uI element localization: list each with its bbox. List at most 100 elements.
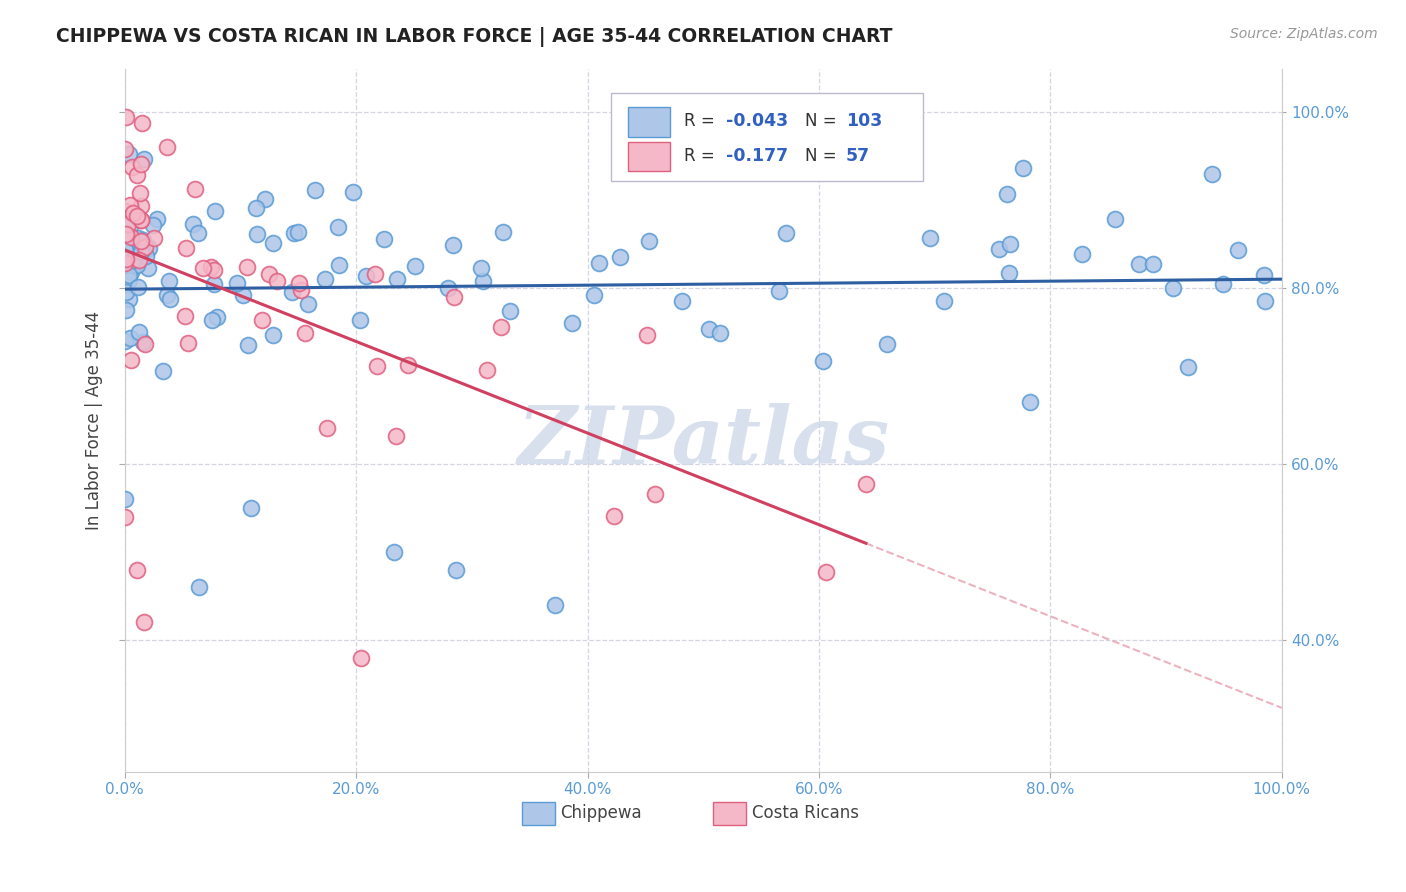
Text: R =: R = [683,147,720,165]
Point [125,259,148,273]
Point [281,285,304,299]
Point [127,280,149,294]
Point [995,186,1018,201]
Point [135,249,157,263]
Point [287,225,309,239]
Point [326,219,349,234]
Point [697,322,720,336]
Point [118,147,141,161]
Point [173,309,195,323]
Point [225,276,247,290]
FancyBboxPatch shape [713,802,747,825]
Point [470,260,492,275]
Point [142,230,165,244]
Point [932,294,955,309]
Point [499,304,522,318]
Point [132,233,155,247]
Point [114,255,136,269]
Text: -0.043: -0.043 [727,112,789,130]
Point [114,244,136,258]
Point [114,285,136,300]
Point [266,274,288,288]
Point [120,229,142,244]
Point [1128,257,1150,271]
Point [132,334,155,349]
Point [120,219,142,233]
Point [1212,277,1234,292]
Point [1018,395,1040,409]
Point [129,186,152,201]
Point [492,225,515,239]
Point [127,563,149,577]
Point [136,261,159,276]
Point [238,338,260,352]
Point [121,253,143,268]
Point [382,545,405,559]
Point [157,275,180,289]
Point [1142,257,1164,271]
Point [297,296,319,310]
Point [814,565,837,579]
Text: Costa Ricans: Costa Ricans [752,804,859,822]
Point [441,238,464,252]
Point [146,212,169,227]
Point [342,186,364,200]
Point [349,313,371,327]
Text: N =: N = [806,147,842,165]
Point [638,234,661,248]
Point [385,272,408,286]
Point [920,231,942,245]
Point [114,334,136,348]
Point [1071,247,1094,261]
Point [314,272,336,286]
Point [114,110,136,124]
Point [290,283,312,297]
Point [262,328,284,343]
Point [232,287,254,301]
Point [118,273,141,287]
Point [396,358,419,372]
Point [202,277,225,291]
Point [134,240,156,254]
Point [127,231,149,245]
Point [114,142,136,156]
Text: N =: N = [806,112,842,130]
Point [132,152,155,166]
Point [245,202,267,216]
Point [114,243,136,257]
Point [354,269,377,284]
Point [201,313,224,327]
Point [114,227,136,242]
Point [236,260,259,274]
Text: R =: R = [683,112,720,130]
Point [855,477,877,491]
Point [200,260,222,275]
Point [152,364,174,378]
Point [350,650,373,665]
Point [142,219,165,233]
Point [114,510,136,524]
Text: 57: 57 [845,147,870,165]
Text: Source: ZipAtlas.com: Source: ZipAtlas.com [1230,27,1378,41]
Point [120,265,142,279]
Point [775,226,797,240]
Point [491,319,513,334]
Point [366,359,388,373]
Point [187,226,209,240]
Point [1104,212,1126,227]
Point [603,509,626,524]
Point [443,290,465,304]
Point [115,302,138,317]
Point [644,486,666,500]
Point [204,203,226,218]
Point [129,212,152,227]
Point [127,209,149,223]
Point [127,168,149,182]
Point [125,258,148,272]
Point [444,563,467,577]
FancyBboxPatch shape [522,802,555,825]
FancyBboxPatch shape [610,93,924,181]
Point [1011,161,1033,176]
Point [671,294,693,309]
Point [117,217,139,231]
